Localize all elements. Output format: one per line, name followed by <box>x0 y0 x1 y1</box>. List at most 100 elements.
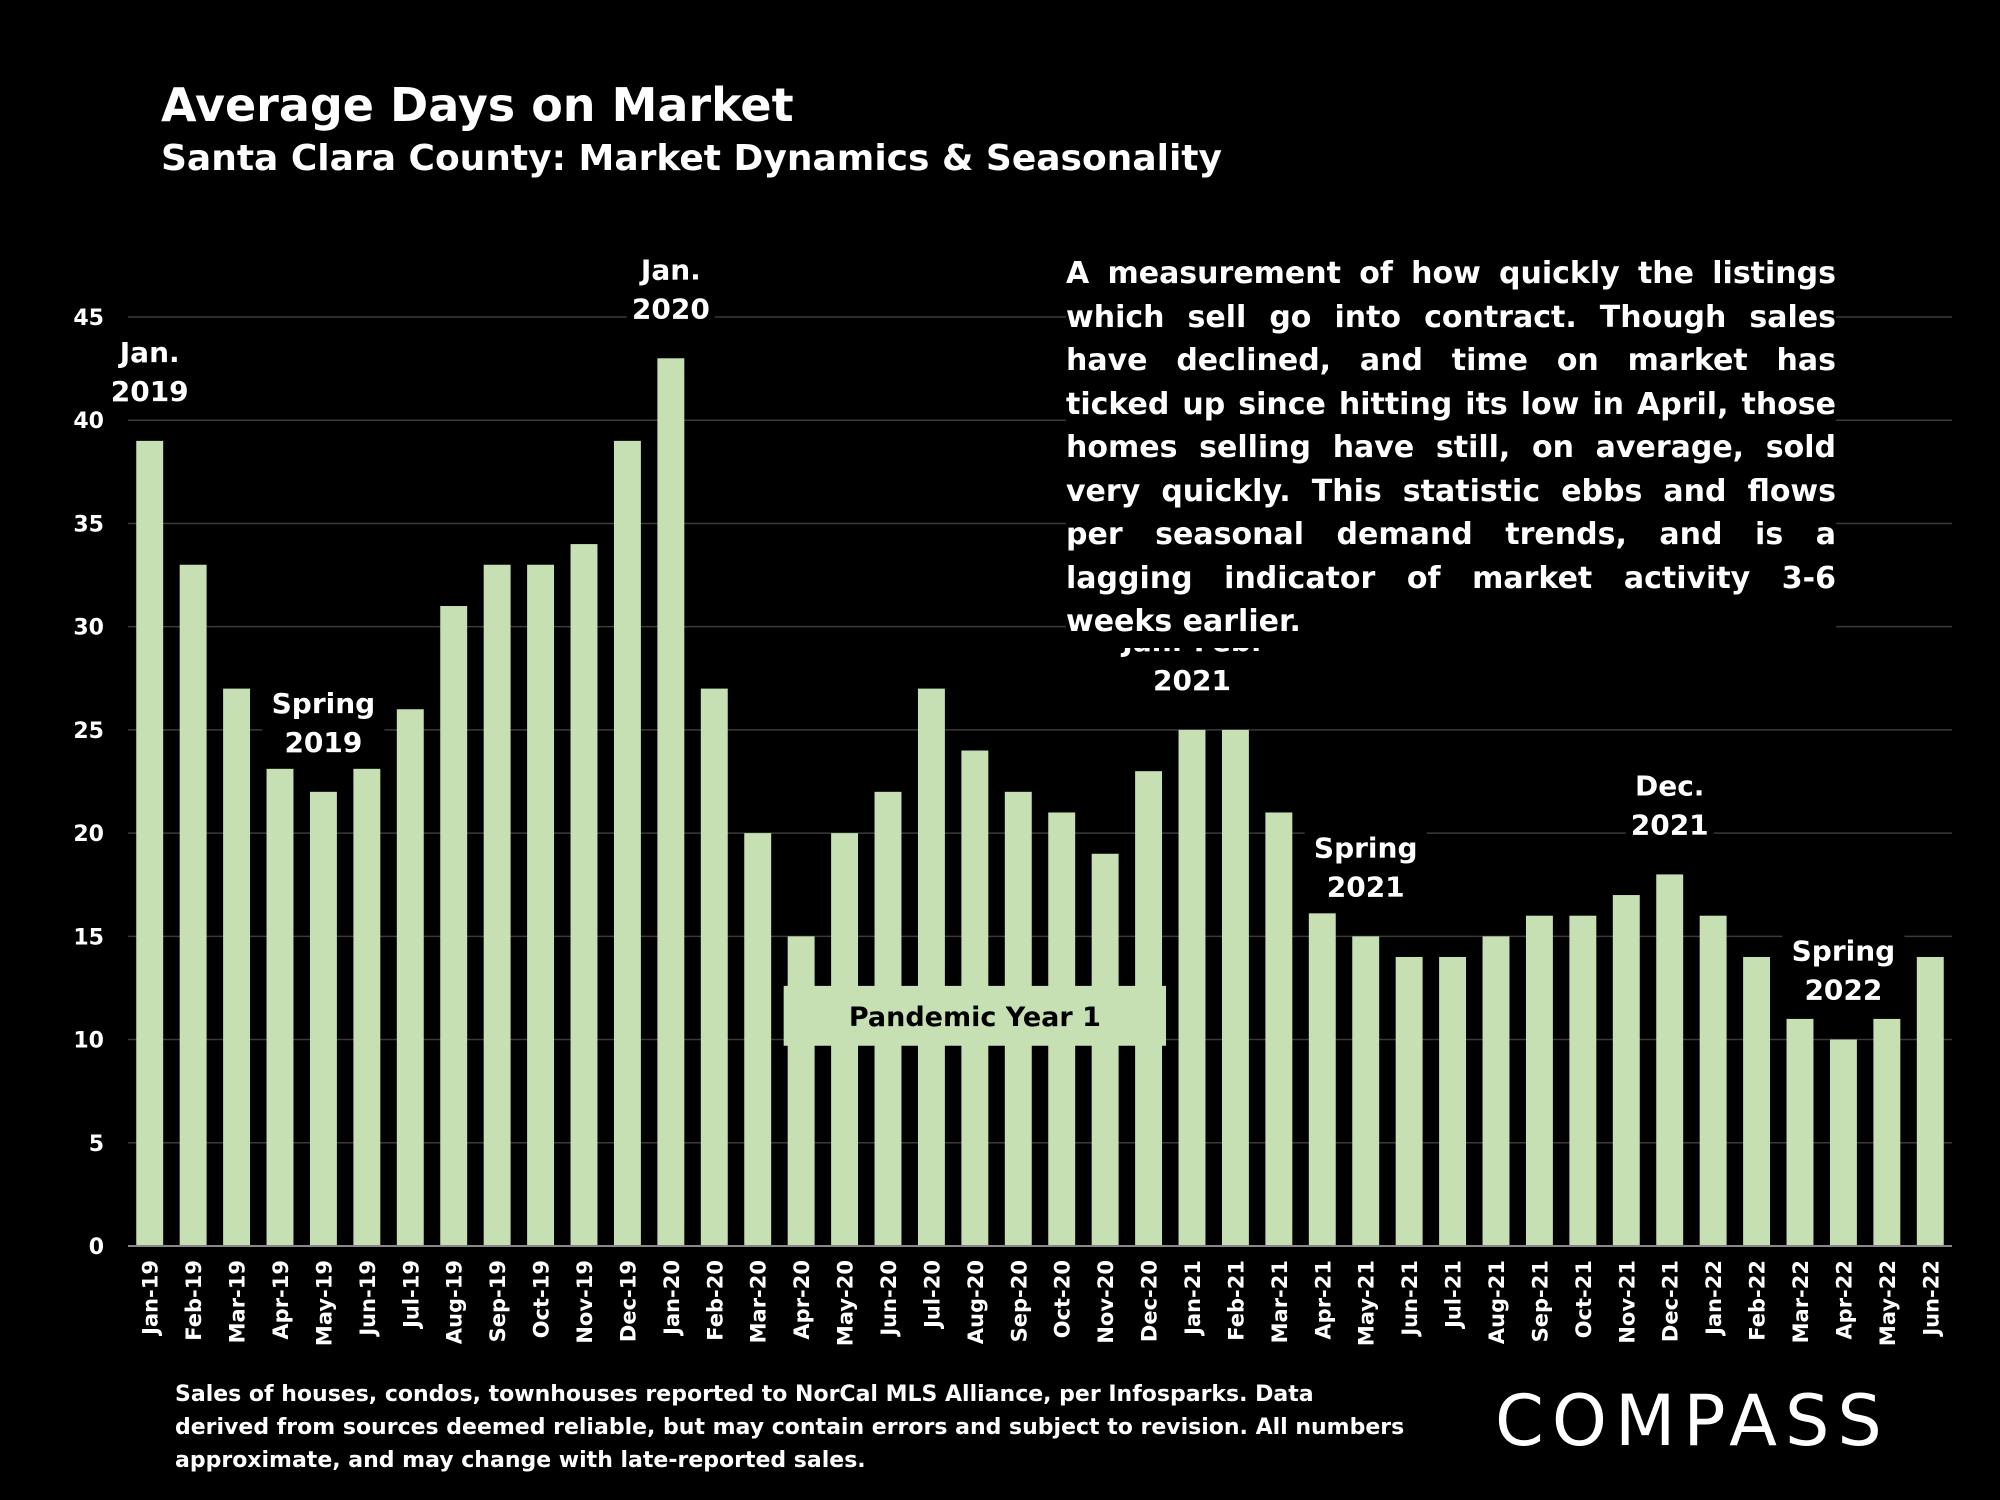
x-tick-label: May-20 <box>834 1260 858 1346</box>
x-tick-label: Nov-21 <box>1615 1260 1639 1344</box>
bar <box>1699 915 1727 1246</box>
annotation-line: 2021 <box>1327 870 1405 903</box>
pandemic-band-rect <box>783 985 1167 1046</box>
bar <box>1786 1018 1814 1246</box>
y-tick-label: 10 <box>73 1029 104 1054</box>
x-tick-label: Jan-20 <box>660 1260 684 1337</box>
bar <box>1265 812 1293 1246</box>
annotation: Jan. 2020 <box>626 249 715 336</box>
x-tick-label: Jul-19 <box>399 1260 423 1330</box>
y-tick-label: 30 <box>73 616 104 641</box>
bar <box>309 791 337 1246</box>
x-tick-label: Oct-20 <box>1051 1260 1075 1338</box>
annotation-line: 2021 <box>1153 664 1231 697</box>
bar <box>483 564 511 1246</box>
bar <box>179 564 207 1246</box>
x-tick-label: Mar-19 <box>226 1260 250 1343</box>
annotation-line: Dec. <box>1635 769 1704 802</box>
chart-title: Average Days on Market <box>161 78 794 132</box>
x-tick-label: Jan-22 <box>1702 1260 1726 1337</box>
annotation-line: Jan. <box>639 253 701 286</box>
annotation-line: Spring <box>1792 935 1896 968</box>
x-tick-label: Mar-21 <box>1268 1260 1292 1343</box>
chart-description: A measurement of how quickly the listing… <box>1066 248 1836 648</box>
annotation-line: 2021 <box>1631 808 1709 841</box>
bar <box>917 688 945 1246</box>
y-tick-label: 25 <box>73 719 104 744</box>
annotation-line: Spring <box>1314 831 1418 864</box>
y-tick-label: 20 <box>73 822 104 847</box>
compass-logo: COMPASS <box>1495 1380 1890 1462</box>
annotation-line: 2020 <box>632 292 710 325</box>
x-tick-label: Jan-21 <box>1181 1260 1205 1337</box>
annotation: Jan. 2019 <box>105 331 194 418</box>
bar <box>787 936 815 1246</box>
x-tick-label: Jun-20 <box>877 1260 901 1338</box>
source-footnote: Sales of houses, condos, townhouses repo… <box>175 1382 1405 1473</box>
axes: 0 5 10 15 20 25 30 35 40 45 Jan-19 Feb-19 Mar-19 Apr-… <box>73 306 1952 1346</box>
x-tick-label: Oct-19 <box>530 1260 554 1338</box>
bar <box>1743 956 1771 1246</box>
y-tick-label: 5 <box>89 1132 104 1157</box>
y-tick-label: 0 <box>89 1235 104 1260</box>
x-tick-label: Dec-19 <box>616 1260 640 1342</box>
bar <box>1221 729 1249 1246</box>
y-tick-label: 40 <box>73 409 104 434</box>
annotation-line: 2019 <box>284 726 362 759</box>
annotation: Spring 2021 <box>1304 827 1427 914</box>
x-tick-label: Dec-20 <box>1138 1260 1162 1342</box>
bar <box>1569 915 1597 1246</box>
bar <box>1352 936 1380 1246</box>
bar <box>223 688 251 1246</box>
bar <box>1612 895 1640 1246</box>
annotation: Spring 2022 <box>1782 930 1905 1017</box>
bar <box>1308 895 1336 1246</box>
bar <box>1873 1018 1901 1246</box>
pandemic-band-label: Pandemic Year 1 <box>849 1002 1101 1033</box>
x-tick-label: Jan-19 <box>139 1260 163 1337</box>
bar <box>1656 874 1684 1246</box>
annotation: Spring 2019 <box>262 682 385 769</box>
bar <box>136 440 164 1246</box>
x-tick-label: Feb-20 <box>703 1260 727 1341</box>
x-tick-label: Jul-21 <box>1442 1260 1466 1330</box>
annotation-backing <box>1782 930 1905 1017</box>
bar <box>527 564 555 1246</box>
bar <box>440 606 468 1246</box>
x-tick-label: Sep-21 <box>1528 1260 1552 1342</box>
x-tick-label: May-22 <box>1876 1260 1900 1346</box>
x-tick-label: May-19 <box>312 1260 336 1346</box>
x-tick-label: Apr-19 <box>269 1260 293 1340</box>
bar <box>570 544 598 1246</box>
annotation-backing <box>626 249 715 336</box>
y-tick-label: 35 <box>73 512 104 537</box>
bar <box>1916 956 1944 1246</box>
x-tick-label: Aug-20 <box>964 1260 988 1344</box>
x-tick-label: Jul-20 <box>920 1260 944 1330</box>
bar <box>1829 1039 1857 1246</box>
x-tick-label: Sep-19 <box>486 1260 510 1342</box>
annotation-line: 2022 <box>1804 974 1882 1007</box>
x-tick-label: Nov-20 <box>1094 1260 1118 1344</box>
bar <box>1395 956 1423 1246</box>
annotation-line: 2019 <box>111 375 189 408</box>
x-tick-label: Feb-19 <box>182 1260 206 1341</box>
bar <box>613 440 641 1246</box>
x-tick-label: Feb-21 <box>1224 1260 1248 1341</box>
annotation-backing <box>105 331 194 418</box>
bar <box>1178 729 1206 1246</box>
bar <box>1482 936 1510 1246</box>
bar <box>1439 956 1467 1246</box>
bar <box>353 750 381 1246</box>
bar <box>1091 853 1119 1246</box>
x-tick-label: Sep-20 <box>1007 1260 1031 1342</box>
bar <box>396 709 424 1246</box>
bar <box>657 358 685 1246</box>
annotation-line: Jan. <box>118 336 180 369</box>
x-tick-label: Mar-22 <box>1789 1260 1813 1343</box>
x-tick-label: Apr-20 <box>790 1260 814 1340</box>
x-tick-label: Nov-19 <box>573 1260 597 1344</box>
x-tick-label: Aug-19 <box>443 1260 467 1344</box>
annotation-backing <box>1625 765 1714 852</box>
